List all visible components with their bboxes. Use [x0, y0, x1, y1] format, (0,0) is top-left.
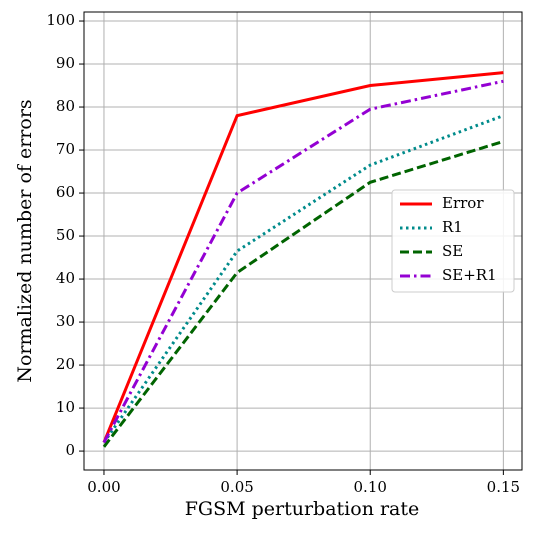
line [102, 79, 504, 444]
y-tick-label: 80 [56, 97, 75, 115]
line [102, 114, 504, 444]
x-axis-label: FGSM perturbation rate [185, 498, 420, 520]
x-tick-label: 0.10 [354, 478, 387, 496]
y-axis-label: Normalized number of errors [14, 99, 36, 382]
x-tick-label: 0.15 [487, 478, 520, 496]
y-tick-label: 90 [56, 54, 75, 72]
plot-frame [83, 11, 523, 471]
y-tick-label: 60 [56, 183, 75, 201]
x-tick-label: 0.05 [220, 478, 253, 496]
y-tick-label: 30 [56, 312, 75, 330]
y-tick-label: 0 [65, 441, 75, 459]
legend-label: SE+R1 [442, 266, 497, 284]
legend-label: SE [442, 242, 463, 260]
y-tick-label: 100 [46, 11, 75, 29]
line [102, 71, 504, 444]
y-tick-label: 70 [56, 140, 75, 158]
y-tick-label: 20 [56, 355, 75, 373]
x-tick-label: 0.00 [87, 478, 120, 496]
legend [391, 189, 515, 293]
legend-label: R1 [442, 218, 463, 236]
y-tick-label: 10 [56, 398, 75, 416]
legend-label: Error [442, 194, 484, 212]
y-tick-label: 40 [56, 269, 75, 287]
y-tick-label: 50 [56, 226, 75, 244]
line [102, 140, 504, 448]
